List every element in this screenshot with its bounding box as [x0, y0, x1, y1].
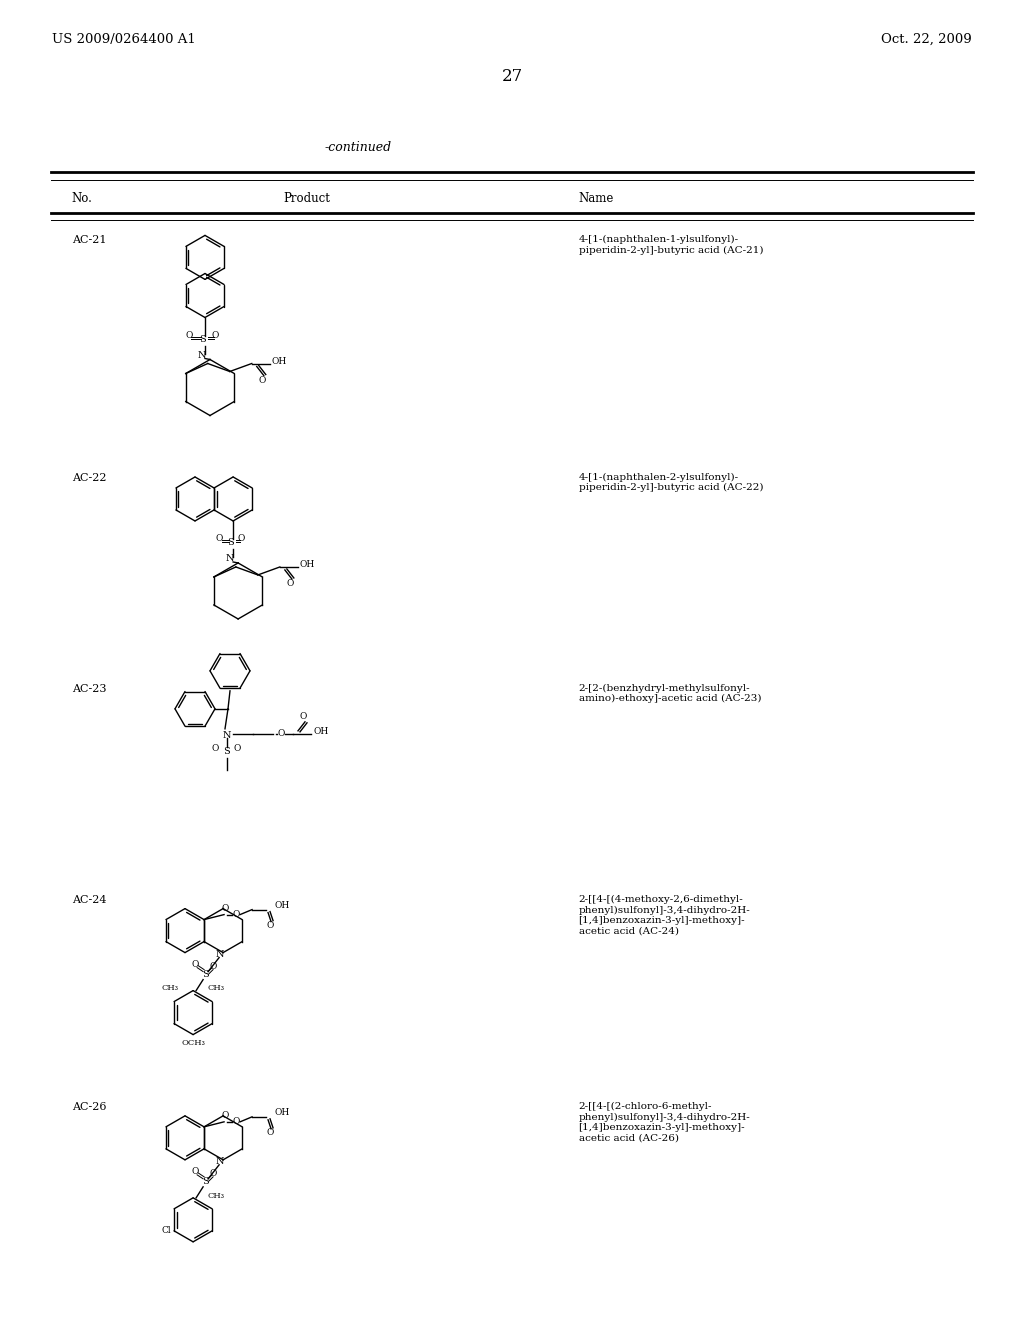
Text: O: O	[211, 331, 219, 341]
Text: CH₃: CH₃	[208, 1192, 224, 1200]
Text: OH: OH	[274, 902, 290, 909]
Text: OH: OH	[274, 1109, 290, 1117]
Text: O: O	[286, 579, 294, 589]
Text: AC-24: AC-24	[72, 895, 106, 906]
Text: O: O	[266, 1129, 273, 1138]
Text: OH: OH	[313, 727, 329, 737]
Text: 4-[1-(naphthalen-2-ylsulfonyl)-
piperidin-2-yl]-butyric acid (AC-22): 4-[1-(naphthalen-2-ylsulfonyl)- piperidi…	[579, 473, 763, 492]
Text: O: O	[266, 921, 273, 931]
Text: 2-[[4-[(2-chloro-6-methyl-
phenyl)sulfonyl]-3,4-dihydro-2H-
[1,4]benzoxazin-3-yl: 2-[[4-[(2-chloro-6-methyl- phenyl)sulfon…	[579, 1102, 751, 1143]
Text: S: S	[226, 539, 233, 548]
Text: AC-23: AC-23	[72, 684, 106, 694]
Text: O: O	[211, 744, 219, 754]
Text: No.: No.	[72, 191, 92, 205]
Text: O: O	[191, 960, 199, 969]
Text: O: O	[233, 744, 241, 754]
Text: 2-[[4-[(4-methoxy-2,6-dimethyl-
phenyl)sulfonyl]-3,4-dihydro-2H-
[1,4]benzoxazin: 2-[[4-[(4-methoxy-2,6-dimethyl- phenyl)s…	[579, 895, 751, 936]
Text: CH₃: CH₃	[162, 985, 178, 993]
Text: AC-26: AC-26	[72, 1102, 106, 1113]
Text: O: O	[258, 376, 265, 385]
Text: OCH₃: OCH₃	[181, 1039, 205, 1047]
Text: O: O	[299, 713, 306, 721]
Text: N: N	[223, 731, 231, 741]
Text: S: S	[223, 747, 230, 756]
Text: N: N	[216, 1158, 224, 1167]
Text: AC-22: AC-22	[72, 473, 106, 483]
Text: Oct. 22, 2009: Oct. 22, 2009	[882, 33, 972, 46]
Text: N: N	[198, 351, 206, 360]
Text: O: O	[238, 535, 245, 544]
Text: O: O	[185, 331, 193, 341]
Text: N: N	[226, 554, 234, 564]
Text: S: S	[202, 1177, 209, 1187]
Text: Cl: Cl	[162, 1226, 171, 1236]
Text: O: O	[221, 1111, 228, 1121]
Text: N: N	[216, 950, 224, 960]
Text: 2-[2-(benzhydryl-methylsulfonyl-
amino)-ethoxy]-acetic acid (AC-23): 2-[2-(benzhydryl-methylsulfonyl- amino)-…	[579, 684, 761, 704]
Text: O: O	[278, 730, 285, 738]
Text: O: O	[210, 1170, 217, 1179]
Text: US 2009/0264400 A1: US 2009/0264400 A1	[52, 33, 196, 46]
Text: OH: OH	[300, 561, 315, 569]
Text: CH₃: CH₃	[208, 985, 224, 993]
Text: 27: 27	[502, 69, 522, 84]
Text: OH: OH	[271, 356, 287, 366]
Text: O: O	[232, 909, 240, 919]
Text: Name: Name	[579, 191, 614, 205]
Text: -continued: -continued	[325, 141, 392, 154]
Text: O: O	[221, 904, 228, 913]
Text: S: S	[202, 970, 209, 979]
Text: Product: Product	[284, 191, 331, 205]
Text: 4-[1-(naphthalen-1-ylsulfonyl)-
piperidin-2-yl]-butyric acid (AC-21): 4-[1-(naphthalen-1-ylsulfonyl)- piperidi…	[579, 235, 763, 255]
Text: O: O	[215, 535, 223, 544]
Text: O: O	[210, 962, 217, 972]
Text: O: O	[191, 1167, 199, 1176]
Text: S: S	[199, 335, 206, 345]
Text: O: O	[232, 1117, 240, 1126]
Text: AC-21: AC-21	[72, 235, 106, 246]
